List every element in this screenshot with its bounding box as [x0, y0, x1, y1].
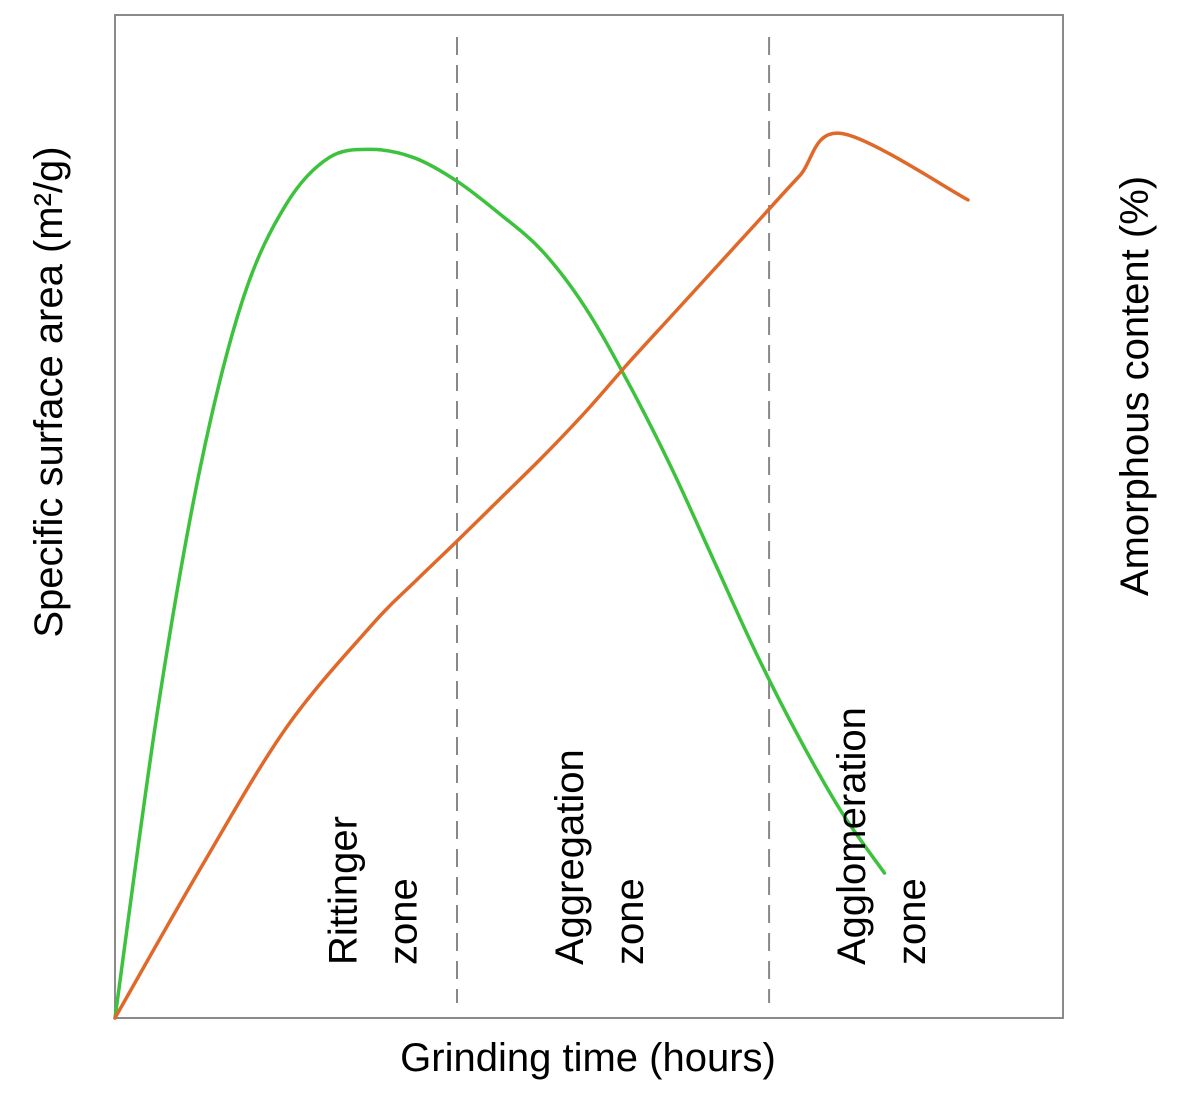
y-axis-left-label: Specific surface area (m²/g): [27, 146, 71, 637]
series-lines: [113, 131, 970, 1020]
zone-label-1: Rittinger zone: [322, 816, 426, 965]
y-axis-right-label: Amorphous content (%): [1113, 176, 1157, 596]
zone-labels: Rittinger zone Aggregation zone Agglomeratio…: [322, 707, 935, 965]
zone-label-2: Aggregation zone: [548, 749, 652, 965]
zone-label-line1: Agglomeration: [830, 707, 874, 965]
zone-label-line2: zone: [608, 878, 652, 965]
zone-label-3: Agglomeration zone: [830, 707, 934, 965]
zone-label-line2: zone: [890, 878, 934, 965]
plot-area-frame: [114, 14, 1064, 1019]
zone-label-line1: Aggregation: [548, 749, 592, 965]
zone-label-line2: zone: [382, 878, 426, 965]
zone-dividers: [456, 37, 771, 1003]
x-axis-label: Grinding time (hours): [400, 1036, 776, 1080]
series-line-amorphous-content: [113, 131, 970, 1020]
zone-label-line1: Rittinger: [322, 816, 366, 965]
series-line-specific-surface-area: [113, 147, 887, 1020]
